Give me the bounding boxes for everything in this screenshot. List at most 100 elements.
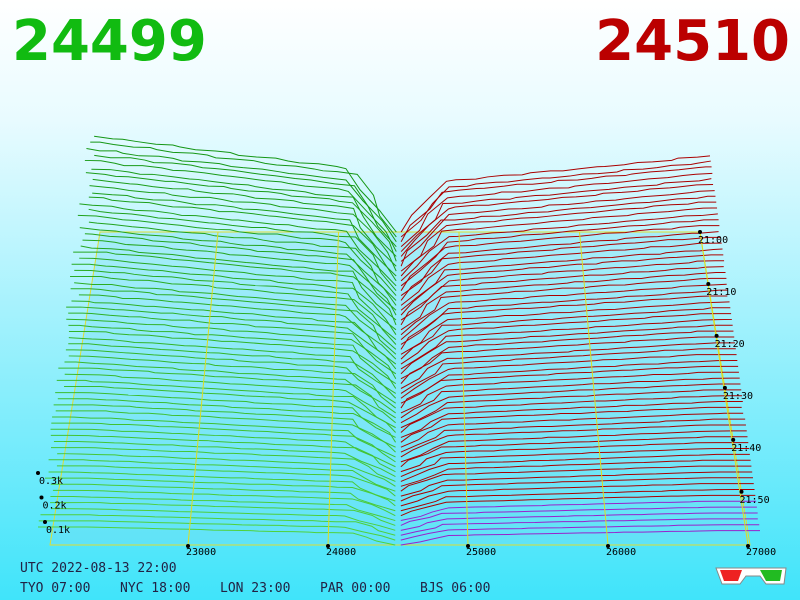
bid-depth-line <box>56 379 396 429</box>
bid-depth-line <box>50 434 396 473</box>
ask-depth-line <box>400 248 723 311</box>
price-tick-label: 25000 <box>466 547 496 558</box>
bid-depth-line <box>52 416 396 458</box>
bid-depth-line <box>57 453 396 487</box>
bid-depth-line <box>55 392 396 438</box>
bid-depth-line <box>51 508 396 531</box>
ask-depth-line <box>400 190 715 262</box>
time-tick-label: 21:50 <box>740 495 770 506</box>
ask-depth-line <box>400 318 732 370</box>
time-tick-label: 21:30 <box>723 391 753 402</box>
floor-plane <box>49 231 751 546</box>
bid-depth-line <box>68 355 397 409</box>
ask-depth-line <box>400 442 749 473</box>
ask-depth-line <box>400 342 735 389</box>
ask-depth-line <box>400 277 727 336</box>
price-tick-label: 24000 <box>326 547 356 558</box>
3d-glasses-icon <box>715 567 787 585</box>
price-tick <box>186 544 190 548</box>
bid-depth-line <box>92 192 397 277</box>
bid-depth-line <box>74 269 397 340</box>
bid-depth-line <box>66 306 397 370</box>
ask-depth-line <box>400 483 754 507</box>
bid-depth-line <box>68 312 397 375</box>
time-tick <box>731 437 736 442</box>
bid-depth-line <box>71 263 397 335</box>
bid-depth-line <box>50 495 396 522</box>
time-tick-label: 21:10 <box>706 287 736 298</box>
bid-depth-line <box>79 203 397 287</box>
bid-depth-line <box>57 398 396 443</box>
ask-depth-line <box>400 354 737 399</box>
zone-time: BJS 06:00 <box>420 581 490 596</box>
bid-depth-line <box>58 367 396 419</box>
zone-time: NYC 18:00 <box>120 581 190 596</box>
ask-depth-line <box>400 524 760 541</box>
ask-depth-line <box>400 348 736 394</box>
bid-depth-line <box>68 324 397 385</box>
ask-depth-line <box>400 272 726 331</box>
ask-depth-line <box>400 195 716 267</box>
bid-depth-line <box>89 185 397 272</box>
ask-depth-line <box>400 295 728 350</box>
ask-depth-line <box>400 160 711 238</box>
bid-depth-line <box>79 227 397 306</box>
ask-depth-line <box>400 207 718 277</box>
bid-depth-line <box>84 159 397 252</box>
bid-depth-line <box>51 422 396 463</box>
zone-time: LON 23:00 <box>220 581 290 596</box>
price-grid-line <box>579 231 609 546</box>
price-tick <box>606 544 610 548</box>
bid-depth-line <box>56 465 396 497</box>
bid-depth-line <box>88 196 397 282</box>
ask-depth-line <box>400 518 758 536</box>
ask-depth-line <box>400 213 718 282</box>
bid-depth-line <box>38 520 396 541</box>
ask-depth-line <box>400 465 752 492</box>
ask-depth-line <box>400 242 722 306</box>
bid-depth-line <box>82 239 397 316</box>
bid-depth-line <box>64 385 396 433</box>
price-tick <box>466 544 470 548</box>
ask-depth-line <box>400 477 753 502</box>
bid-depth-line <box>38 526 396 546</box>
volume-tick-label: 0.3k <box>39 476 63 487</box>
ask-price: 24510 <box>595 9 790 74</box>
bid-depth-line <box>64 361 396 414</box>
bid-depth-line <box>92 178 397 267</box>
bid-depth-line <box>70 288 397 355</box>
ask-depth-line <box>400 406 742 443</box>
ask-depth-line <box>400 395 743 433</box>
bid-depth-line <box>66 318 397 379</box>
price-grid-line <box>187 231 219 546</box>
ask-depth-line <box>400 512 758 531</box>
ask-depth-line <box>400 184 714 257</box>
time-tick <box>739 489 744 494</box>
price-grid-line <box>458 231 469 546</box>
ask-depth-line <box>400 307 731 360</box>
bid-depth-line <box>94 135 397 233</box>
ask-depth-line <box>400 260 725 321</box>
ask-depth-line <box>400 172 713 248</box>
ask-depth-line <box>400 365 739 409</box>
bid-depth-line <box>79 257 397 331</box>
ask-depth-line <box>400 155 711 233</box>
time-tick-label: 21:40 <box>731 443 761 454</box>
bid-depth-line <box>70 276 397 345</box>
bid-depth-line <box>65 349 396 404</box>
bid-depth-line <box>90 141 397 238</box>
ask-depth-line <box>400 383 741 424</box>
ask-depth-line <box>400 330 734 380</box>
price-tick-label: 26000 <box>606 547 636 558</box>
ask-depth-line <box>400 178 712 252</box>
time-tick <box>706 281 711 286</box>
ask-depth-line <box>400 231 719 296</box>
zone-time: TYO 07:00 <box>20 581 90 596</box>
bid-depth-line <box>50 502 396 526</box>
bid-depth-line <box>48 459 396 492</box>
time-tick <box>698 230 702 234</box>
bid-depth-line <box>77 214 397 296</box>
ask-depth-line <box>400 201 717 272</box>
